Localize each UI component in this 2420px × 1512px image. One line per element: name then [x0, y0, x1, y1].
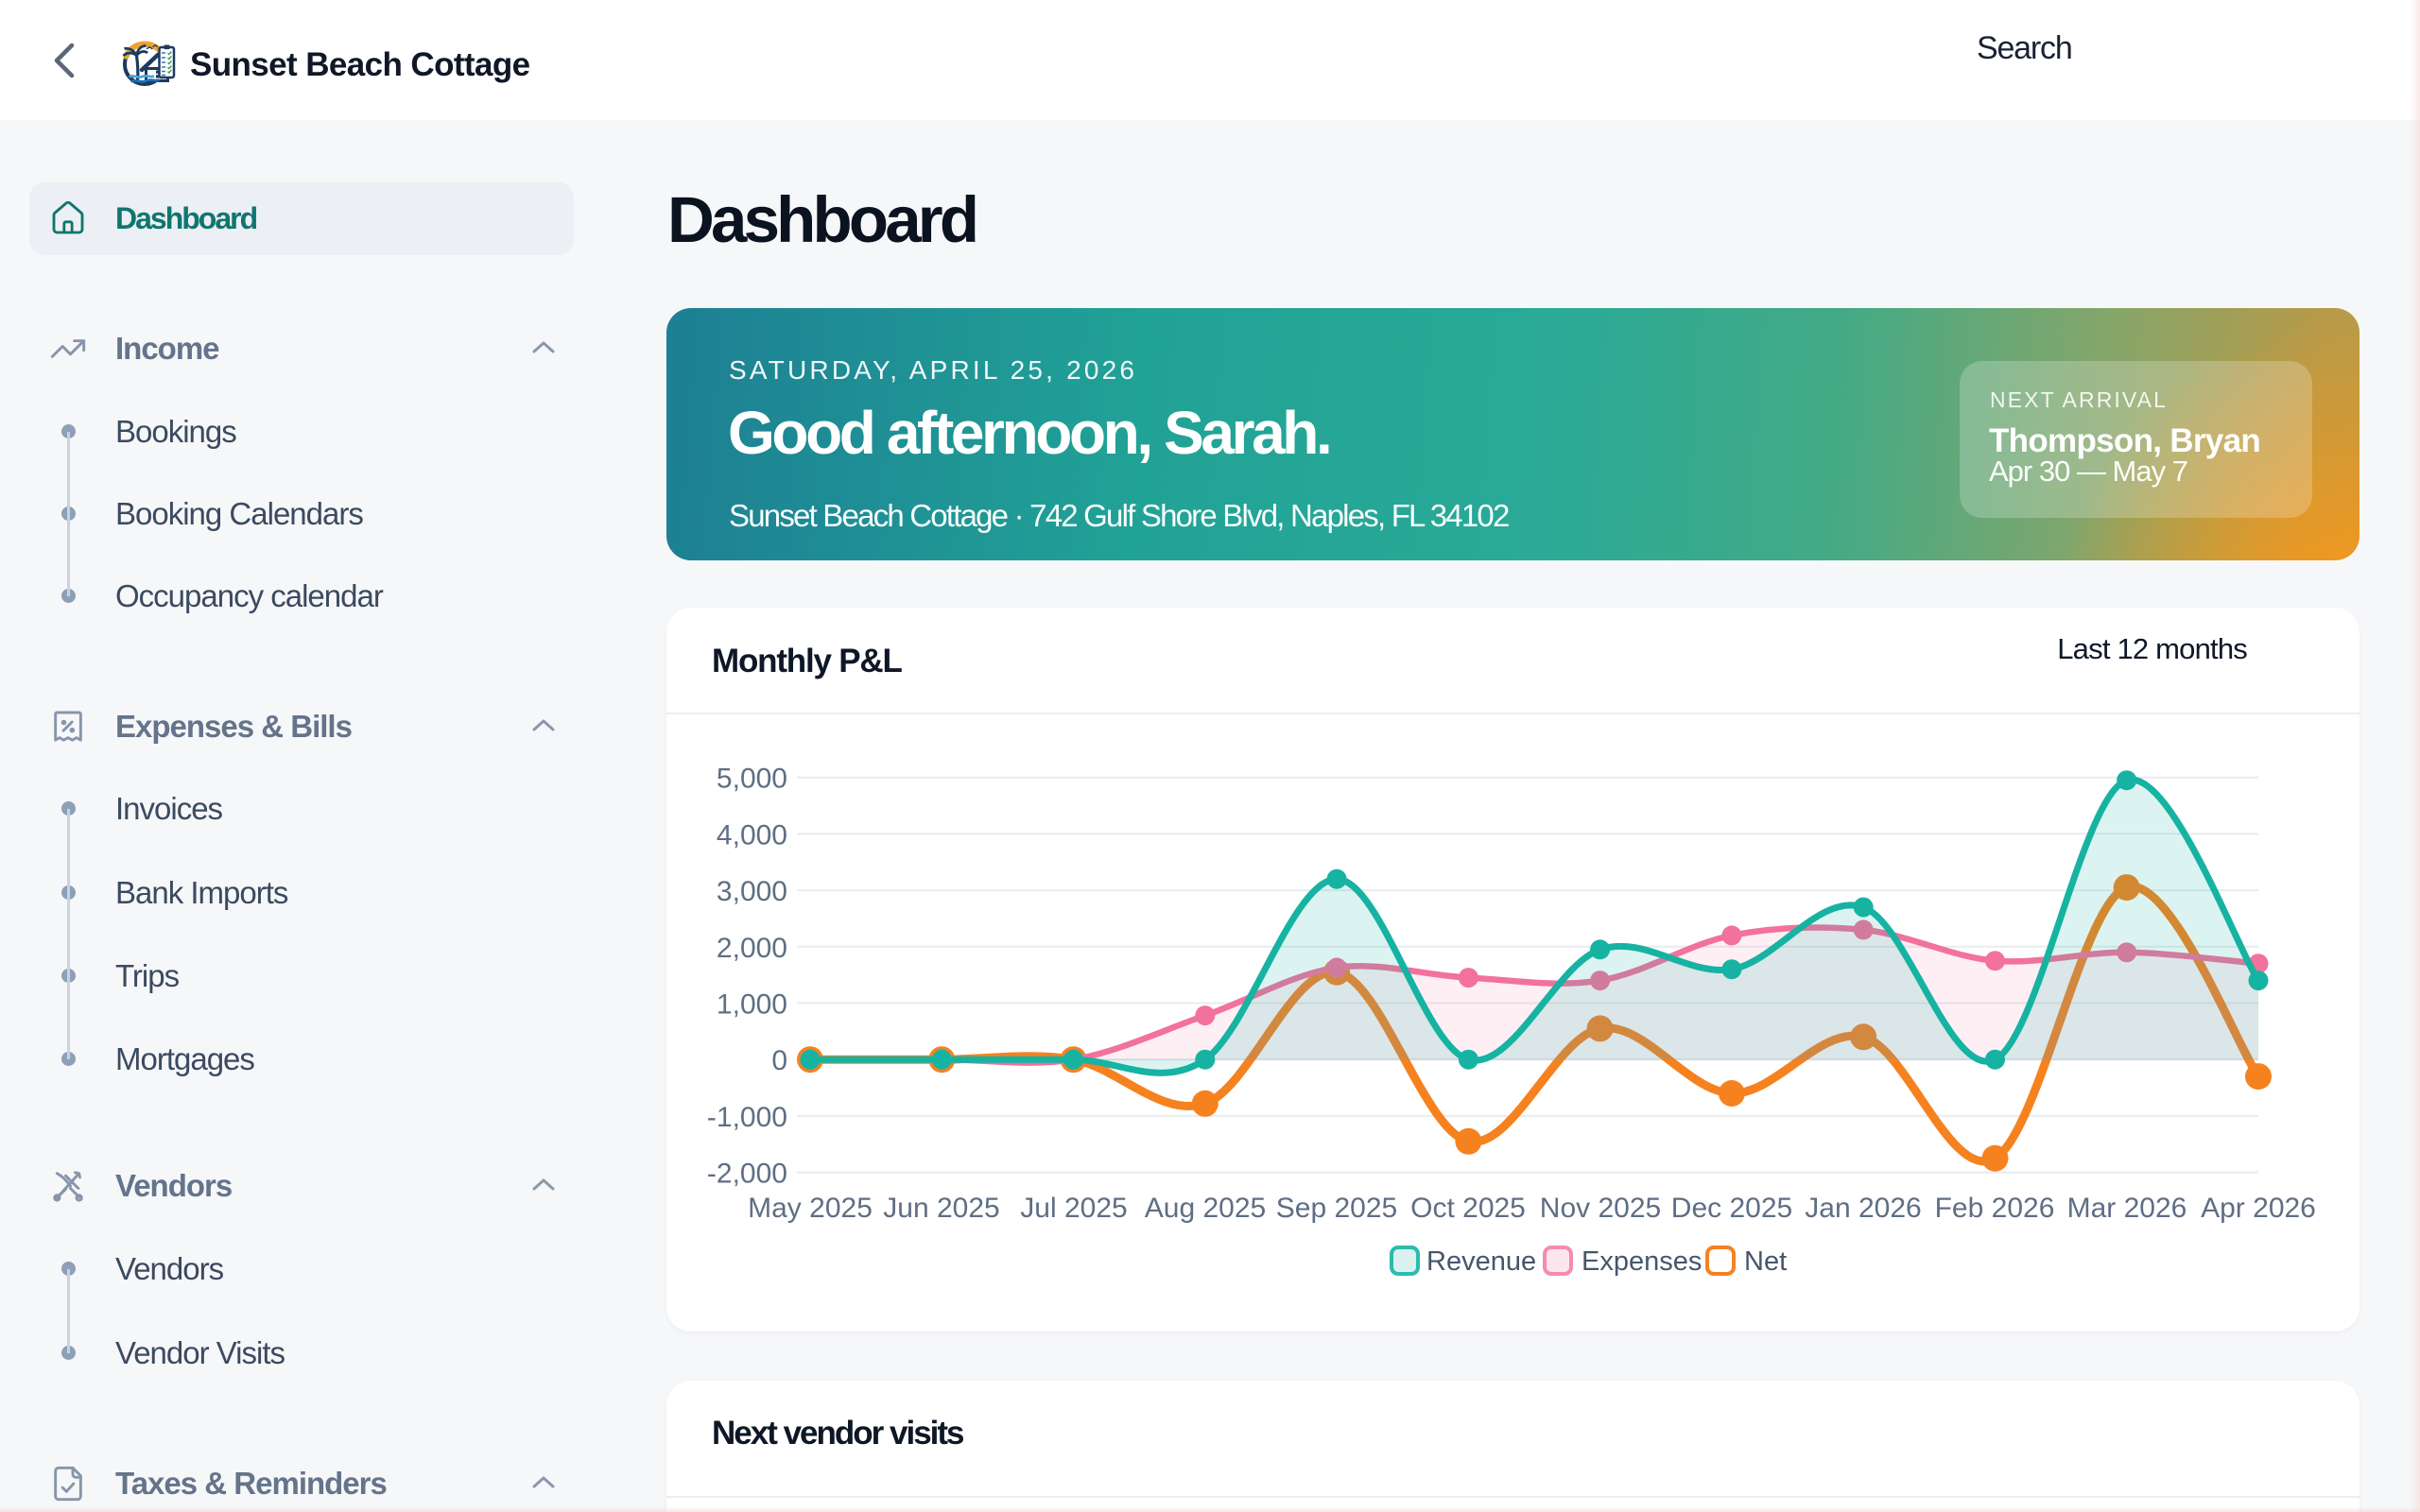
svg-text:2,000: 2,000 — [717, 933, 787, 964]
svg-text:Jul 2025: Jul 2025 — [1020, 1193, 1127, 1224]
svg-text:Expenses: Expenses — [1582, 1246, 1702, 1277]
svg-text:4,000: 4,000 — [717, 819, 787, 850]
svg-text:Net: Net — [1744, 1246, 1787, 1277]
svg-text:Jun 2025: Jun 2025 — [883, 1193, 999, 1224]
svg-text:Feb 2026: Feb 2026 — [1935, 1193, 2055, 1224]
svg-text:Aug 2025: Aug 2025 — [1145, 1193, 1266, 1224]
svg-text:3,000: 3,000 — [717, 876, 787, 907]
svg-text:0: 0 — [771, 1045, 787, 1076]
svg-text:Dec 2025: Dec 2025 — [1671, 1193, 1792, 1224]
svg-text:Sep 2025: Sep 2025 — [1276, 1193, 1397, 1224]
svg-text:Jan 2026: Jan 2026 — [1805, 1193, 1921, 1224]
svg-text:-1,000: -1,000 — [707, 1102, 787, 1133]
svg-text:Apr 2026: Apr 2026 — [2201, 1193, 2316, 1224]
svg-text:5,000: 5,000 — [717, 764, 787, 795]
svg-text:May 2025: May 2025 — [748, 1193, 873, 1224]
svg-text:Mar 2026: Mar 2026 — [2067, 1193, 2187, 1224]
svg-text:-2,000: -2,000 — [707, 1159, 787, 1190]
svg-text:1,000: 1,000 — [717, 989, 787, 1021]
svg-text:Revenue: Revenue — [1426, 1246, 1536, 1277]
svg-text:Oct 2025: Oct 2025 — [1410, 1193, 1526, 1224]
svg-text:Nov 2025: Nov 2025 — [1540, 1193, 1661, 1224]
